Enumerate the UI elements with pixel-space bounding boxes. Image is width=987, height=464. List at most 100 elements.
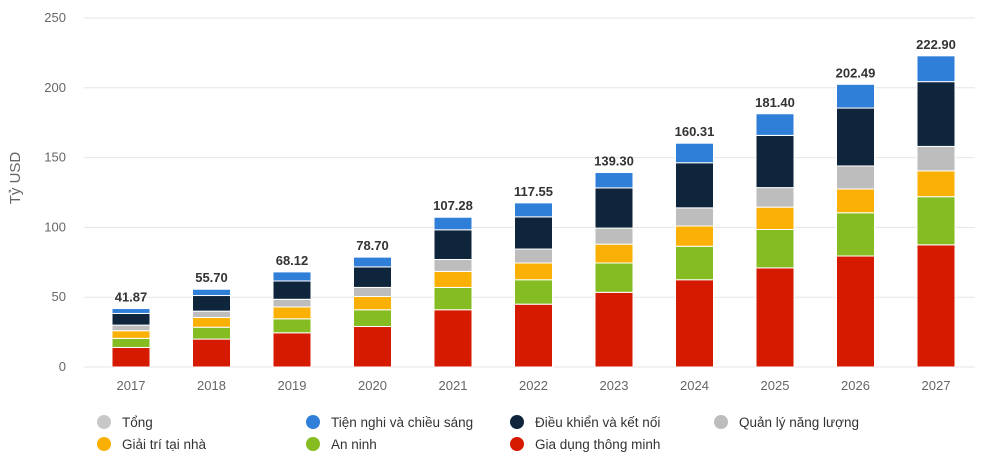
x-tick-label: 2018 <box>197 378 226 393</box>
legend-item[interactable]: Giải trí tại nhà <box>97 437 207 452</box>
bar-segment <box>433 259 473 272</box>
x-tick-label: 2027 <box>922 378 951 393</box>
bar-stack <box>755 113 795 368</box>
bar-segment <box>272 298 312 308</box>
total-value-label: 181.40 <box>755 95 795 110</box>
bar-segment <box>192 326 231 340</box>
x-tick-label: 2024 <box>680 378 709 393</box>
bar-segment <box>514 279 553 305</box>
legend-item[interactable]: An ninh <box>306 437 377 452</box>
bar-stack <box>514 202 553 368</box>
bar-segment <box>675 207 714 227</box>
legend-marker-icon <box>97 415 111 429</box>
bar-segment <box>675 142 714 164</box>
bar-segment <box>433 309 473 368</box>
bar-segment <box>272 318 312 334</box>
bar-segment <box>755 187 795 208</box>
x-tick-label: 2020 <box>358 378 387 393</box>
legend-label: Quản lý năng lượng <box>739 415 859 430</box>
bar-segment <box>111 324 151 332</box>
y-tick-label: 200 <box>44 80 66 95</box>
total-value-label: 202.49 <box>836 65 876 80</box>
labels-layer: 41.87 55.70 68.12 78.70 107.28 117.55 139.30 16… <box>115 37 956 305</box>
bar-segment <box>433 286 473 311</box>
legend-item[interactable]: Điều khiển và kết nối <box>510 415 660 430</box>
legend-label: Tổng <box>122 415 153 430</box>
bar-stack <box>111 308 151 368</box>
y-tick-label: 150 <box>44 150 66 165</box>
bar-segment <box>594 243 634 264</box>
bar-segment <box>272 271 312 282</box>
legend-marker-icon <box>306 437 320 451</box>
legend-item[interactable]: Tiện nghi và chiều sáng <box>306 415 473 430</box>
total-value-label: 160.31 <box>675 124 715 139</box>
bar-segment <box>916 244 956 368</box>
legend-item[interactable]: Tổng <box>97 415 153 430</box>
total-value-label: 41.87 <box>115 290 148 305</box>
y-tick-label: 250 <box>44 10 66 25</box>
legend-marker-icon <box>97 437 111 451</box>
bar-segment <box>916 55 956 83</box>
bar-segment <box>514 303 553 368</box>
bar-segment <box>111 308 151 314</box>
bar-stack <box>192 288 231 368</box>
legend-label: Tiện nghi và chiều sáng <box>331 415 473 430</box>
bar-segment <box>514 248 553 264</box>
legend-label: Giải trí tại nhà <box>122 437 207 452</box>
bar-segment <box>755 134 795 189</box>
bar-stack <box>433 216 473 368</box>
x-tick-label: 2023 <box>600 378 629 393</box>
legend-label: Điều khiển và kết nối <box>535 415 660 430</box>
bar-stack <box>594 172 634 368</box>
bar-segment <box>192 288 231 297</box>
bar-segment <box>836 83 875 109</box>
bar-segment <box>353 309 392 328</box>
legend-item[interactable]: Gia dụng thông minh <box>510 437 660 452</box>
x-tick-label: 2025 <box>761 378 790 393</box>
bar-stack <box>272 271 312 368</box>
bar-segment <box>514 262 553 281</box>
bar-segment <box>192 310 231 318</box>
bar-segment <box>916 170 956 198</box>
legend-label: Gia dụng thông minh <box>535 437 660 452</box>
bar-segment <box>836 212 875 257</box>
total-value-label: 55.70 <box>195 270 228 285</box>
bar-segment <box>755 267 795 368</box>
x-tick-label: 2021 <box>439 378 468 393</box>
legend-marker-icon <box>306 415 320 429</box>
total-value-label: 117.55 <box>514 184 553 199</box>
total-value-label: 68.12 <box>276 253 309 268</box>
total-value-label: 222.90 <box>916 37 956 52</box>
legend: Tổng Tiện nghi và chiều sáng Điều khiển và… <box>97 415 859 452</box>
bar-segment <box>836 107 875 167</box>
bar-segment <box>111 312 151 326</box>
total-value-label: 139.30 <box>594 154 634 169</box>
bar-segment <box>272 306 312 320</box>
bar-stack <box>836 83 875 368</box>
bar-segment <box>755 228 795 269</box>
bar-segment <box>433 229 473 261</box>
bar-segment <box>514 216 553 250</box>
axis-layer: Tỷ USD 0 50 100 150 200 250 2017 2018 2019 2020 20… <box>7 10 950 393</box>
bar-segment <box>916 145 956 172</box>
bar-segment <box>836 165 875 190</box>
bar-segment <box>594 227 634 245</box>
bar-segment <box>192 338 231 368</box>
total-value-label: 107.28 <box>433 198 473 213</box>
bar-segment <box>433 216 473 231</box>
bar-segment <box>755 206 795 230</box>
bar-segment <box>353 326 392 368</box>
legend-item[interactable]: Quản lý năng lượng <box>714 415 859 430</box>
y-tick-label: 0 <box>59 359 66 374</box>
x-tick-label: 2019 <box>278 378 307 393</box>
bar-segment <box>353 296 392 311</box>
bar-segment <box>111 330 151 339</box>
bar-segment <box>514 202 553 218</box>
bar-segment <box>353 286 392 298</box>
bar-segment <box>433 270 473 288</box>
bar-stack <box>675 142 714 368</box>
bar-segment <box>272 332 312 368</box>
bar-segment <box>111 346 151 368</box>
bar-segment <box>675 162 714 209</box>
